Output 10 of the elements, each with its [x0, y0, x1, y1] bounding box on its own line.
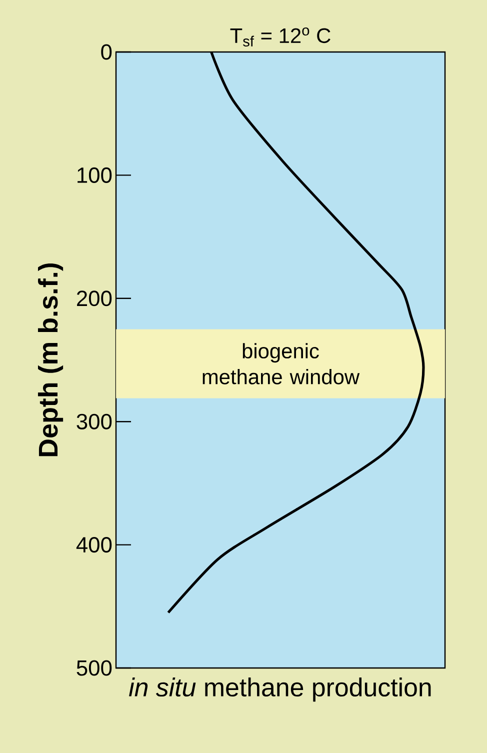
chart-title: T$_{sf}$ = 12$^{o}$ C: [230, 28, 330, 46]
x-axis-title: in situ methane production: [129, 678, 431, 702]
y-tick-label: 0: [101, 44, 112, 60]
band-label: biogenic methane window: [202, 343, 360, 384]
y-axis-title: Depth (m b.s.f.): [38, 263, 64, 456]
y-tick-label: 200: [77, 290, 112, 306]
y-tick-label: 400: [76, 537, 112, 553]
y-tick-label: 100: [78, 167, 112, 183]
y-tick-label: 300: [76, 414, 112, 430]
y-tick-label: 500: [76, 660, 112, 676]
